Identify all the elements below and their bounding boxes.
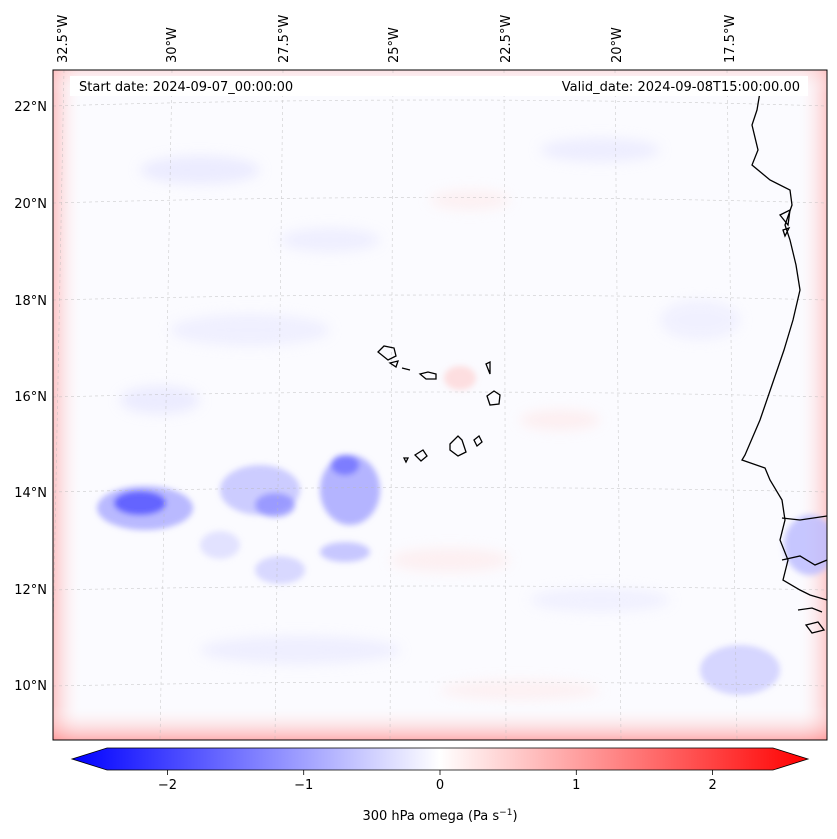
longitude-labels: 32.5°W 30°W 27.5°W 25°W 22.5°W 20°W 17.5… [56, 15, 738, 63]
valid-date-label: Valid_date: 2024-09-08T15:00:00.00 [562, 80, 800, 95]
colorbar-tick-label: −1 [294, 778, 313, 793]
latitude-labels: 22°N 20°N 18°N 16°N 14°N 12°N 10°N [14, 100, 47, 694]
colorbar-tick-label: 1 [572, 778, 580, 793]
colorbar-label: 300 hPa omega (Pa s−1) [362, 808, 517, 824]
colorbar: −2 −1 0 1 2 300 hPa omega (Pa s−1) [70, 747, 810, 824]
lon-label: 20°W [610, 27, 625, 63]
colorbar-tick-label: 2 [708, 778, 716, 793]
lon-label: 17.5°W [723, 15, 738, 63]
colorbar-bar [70, 747, 810, 771]
colorbar-tick-label: 0 [436, 778, 444, 793]
omega-field [53, 70, 827, 740]
lon-label: 25°W [387, 27, 402, 63]
lat-label: 18°N [14, 294, 47, 309]
lon-label: 22.5°W [499, 15, 514, 63]
start-date-label: Start date: 2024-09-07_00:00:00 [79, 80, 293, 95]
lat-label: 10°N [14, 679, 47, 694]
lat-label: 14°N [14, 486, 47, 501]
lon-label: 27.5°W [277, 15, 292, 63]
map-frame [52, 69, 828, 741]
lat-label: 16°N [14, 390, 47, 405]
colorbar-tick-label: −2 [158, 778, 177, 793]
date-header-box [70, 76, 808, 96]
lon-label: 32.5°W [56, 15, 71, 63]
colorbar-ticks: −2 −1 0 1 2 [158, 770, 717, 793]
lon-label: 30°W [165, 27, 180, 63]
lat-label: 12°N [14, 583, 47, 598]
coastline [377, 91, 827, 634]
lat-label: 20°N [14, 197, 47, 212]
lat-label: 22°N [14, 100, 47, 115]
